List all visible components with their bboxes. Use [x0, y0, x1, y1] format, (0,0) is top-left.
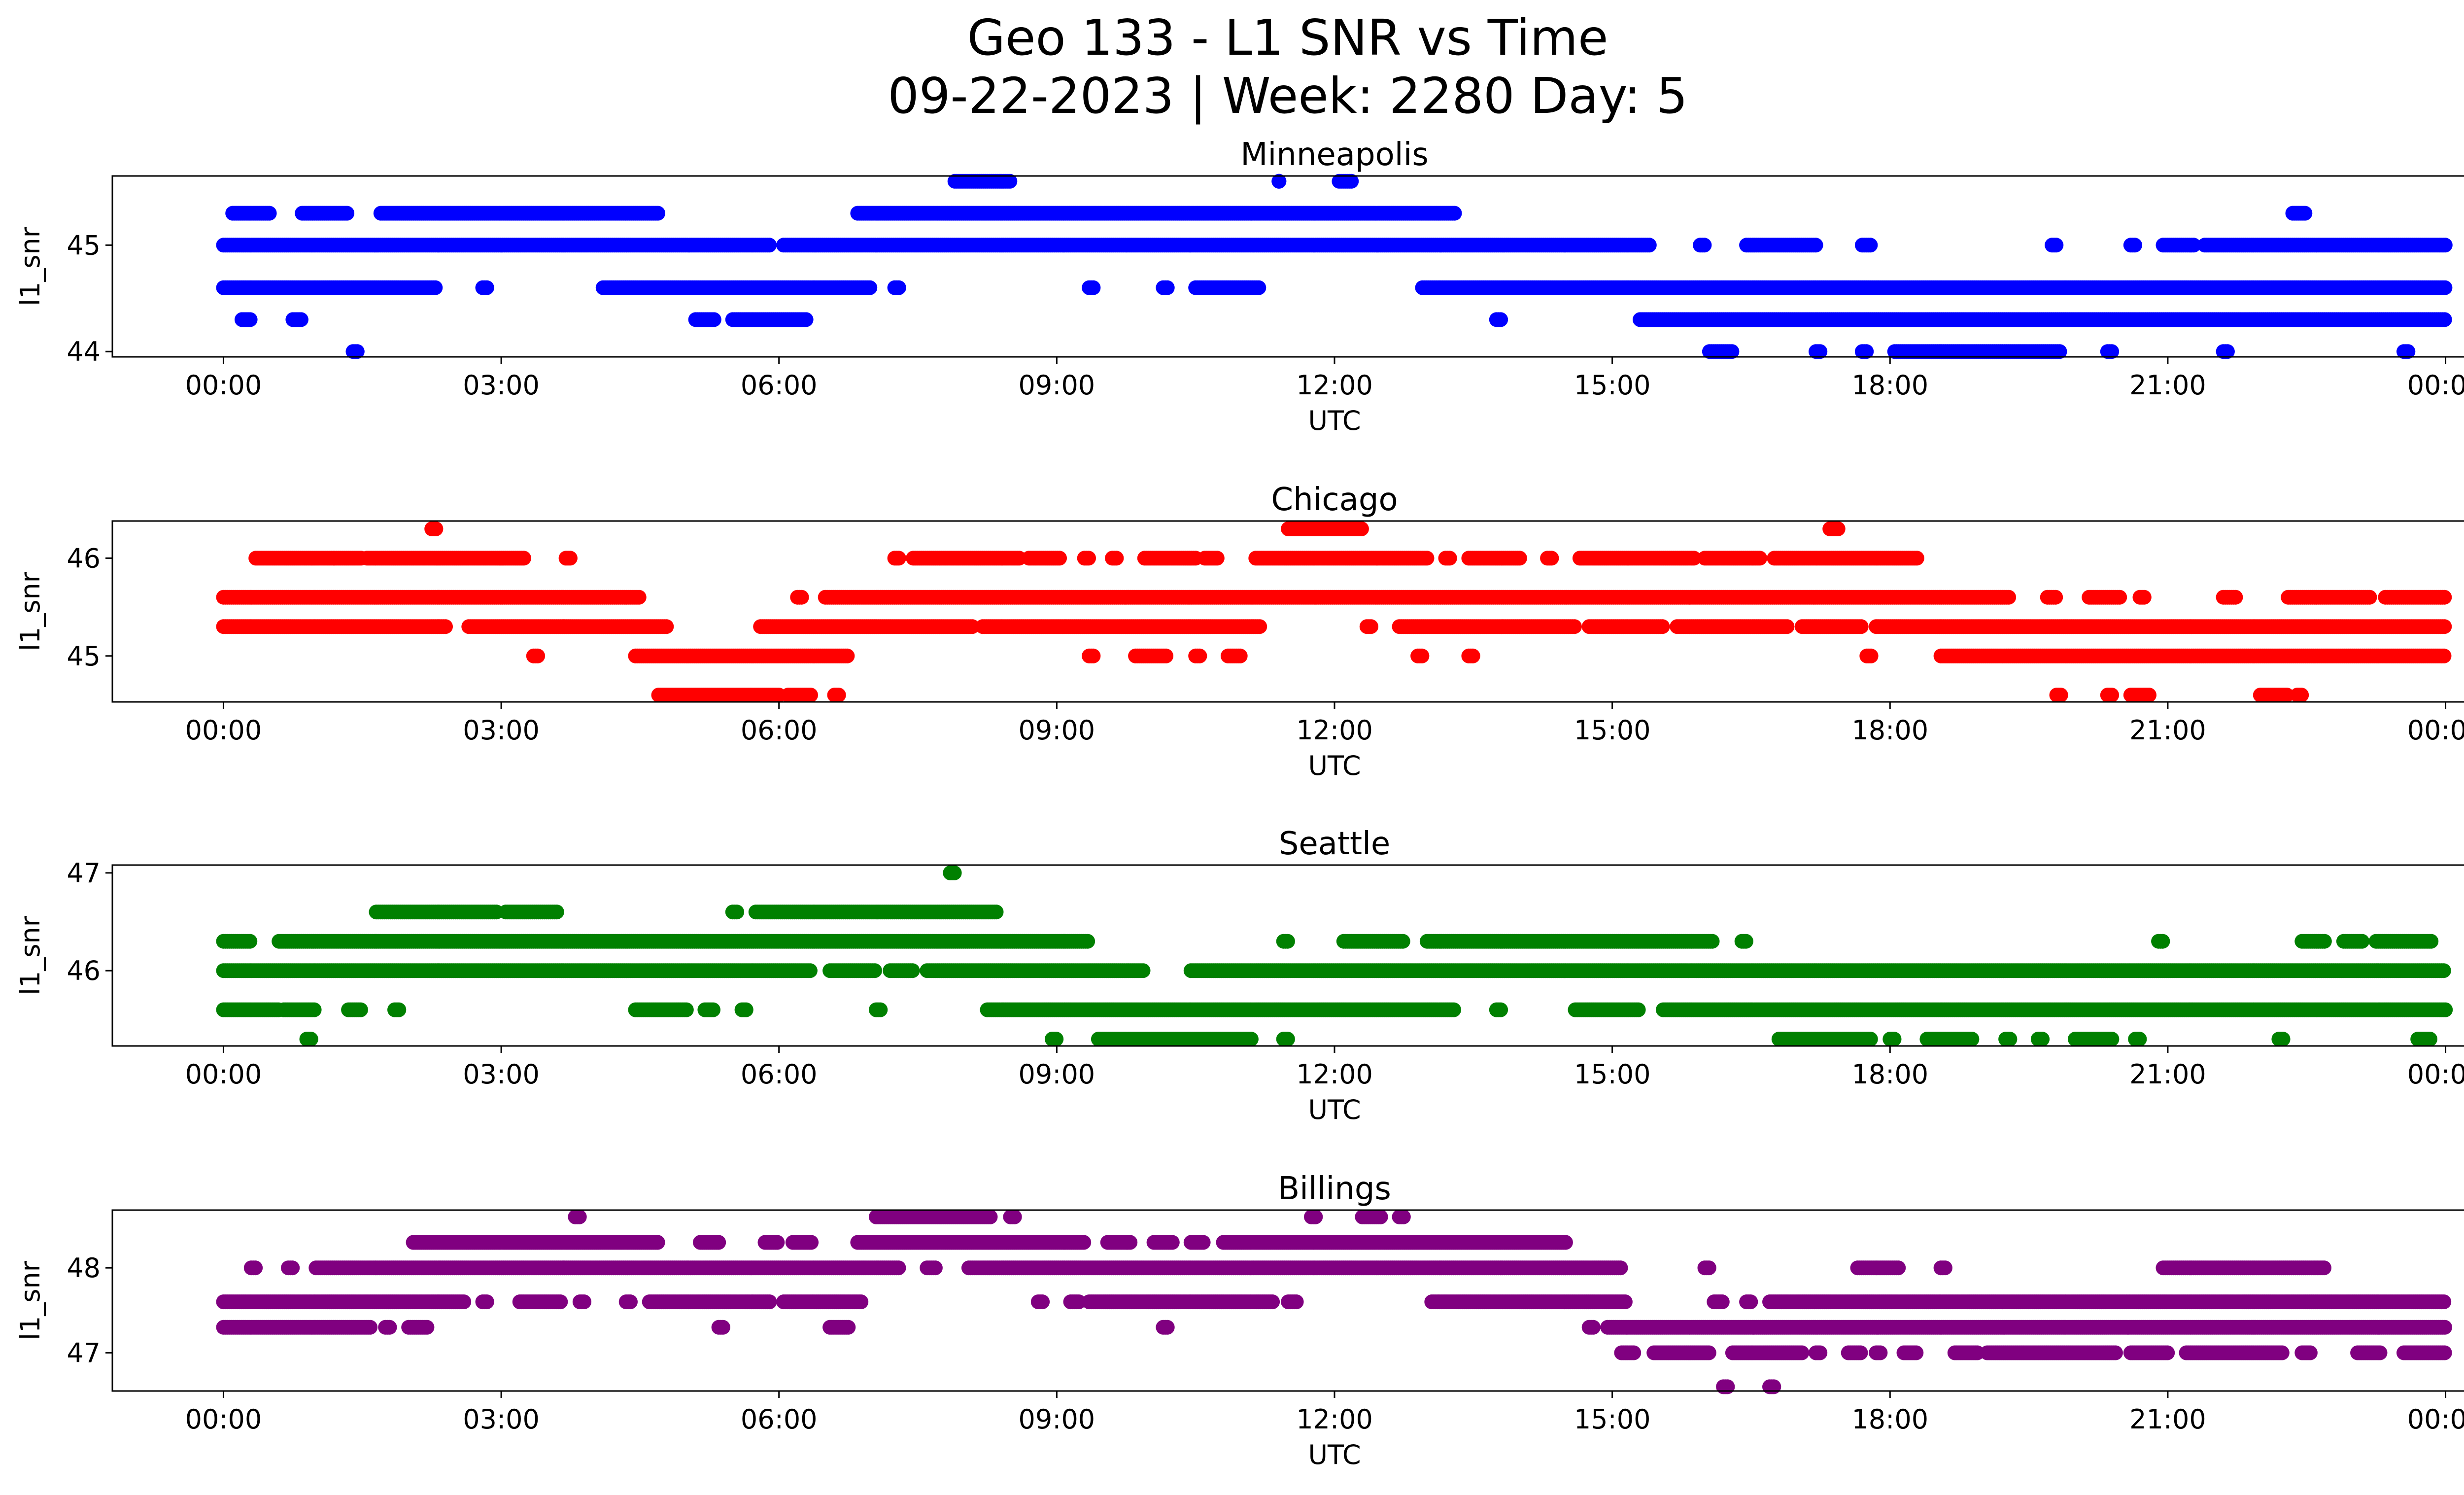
data-point	[1251, 280, 1266, 295]
data-point	[706, 312, 721, 327]
data-point	[794, 590, 809, 605]
data-point	[762, 238, 777, 253]
data-point	[2437, 590, 2452, 605]
data-point	[293, 312, 308, 327]
data-point	[2049, 238, 2064, 253]
data-point	[2001, 590, 2017, 605]
data-point	[1364, 619, 1378, 634]
data-point	[1808, 238, 1823, 253]
data-point	[659, 619, 674, 634]
data-point	[1086, 280, 1101, 295]
x-tick-label: 18:00	[1851, 370, 1928, 401]
data-point	[1780, 619, 1795, 634]
data-point	[2437, 312, 2452, 327]
data-point	[862, 280, 878, 295]
x-tick-label: 03:00	[463, 370, 540, 401]
x-tick-label: 00:00	[2407, 370, 2464, 401]
data-point	[479, 280, 494, 295]
data-point	[2127, 238, 2142, 253]
data-point	[1493, 312, 1508, 327]
data-point	[428, 521, 444, 536]
data-point	[1909, 551, 1924, 566]
x-axis-label: UTC	[1308, 405, 1361, 436]
data-point	[1830, 521, 1846, 536]
data-point	[1442, 551, 1457, 566]
x-tick-label: 21:00	[2129, 370, 2206, 401]
data-point	[1052, 551, 1067, 566]
x-tick-label: 06:00	[741, 370, 818, 401]
data-point	[2228, 590, 2243, 605]
data-point	[1544, 551, 1559, 566]
data-point	[891, 280, 906, 295]
data-point	[1697, 238, 1712, 253]
figure-title-line1: Geo 133 - L1 SNR vs Time	[967, 9, 1608, 67]
data-point	[1344, 174, 1359, 189]
data-point	[2048, 590, 2063, 605]
data-point	[1354, 521, 1369, 536]
data-point	[891, 551, 906, 566]
data-point	[562, 551, 578, 566]
panel-title: Chicago	[1271, 482, 1398, 518]
data-point	[1447, 206, 1462, 221]
data-point	[1209, 551, 1225, 566]
x-tick-label: 12:00	[1296, 370, 1373, 401]
data-point	[2112, 590, 2127, 605]
data-point	[340, 206, 355, 221]
data-point	[1853, 619, 1869, 634]
data-point	[1109, 551, 1124, 566]
data-point	[1642, 238, 1657, 253]
panel-title: Minneapolis	[1240, 137, 1428, 173]
data-point	[631, 590, 647, 605]
data-point	[428, 280, 443, 295]
x-tick-label: 09:00	[1019, 370, 1095, 401]
x-tick-label: 15:00	[1574, 370, 1651, 401]
y-axis-label: l1_snr	[15, 226, 46, 306]
data-point	[1252, 619, 1267, 634]
figure-title-line2: 09-22-2023 | Week: 2280 Day: 5	[888, 67, 1688, 125]
data-point	[1081, 551, 1096, 566]
panel-minneapolis: Minneapolis 00:00 03:00 06:00 09:00 12:00 15:0…	[15, 137, 2464, 436]
data-point	[438, 619, 453, 634]
data-point	[1160, 280, 1175, 295]
data-point	[242, 312, 258, 327]
data-point	[1419, 551, 1435, 566]
data-point	[1752, 551, 1768, 566]
x-tick-label: 00:00	[185, 370, 262, 401]
data-point	[2297, 206, 2313, 221]
data-point	[650, 206, 665, 221]
data-point	[2362, 590, 2377, 605]
plot-frame	[111, 175, 2464, 358]
data-point	[2437, 280, 2453, 295]
data-point	[1655, 619, 1670, 634]
series-points	[216, 521, 2452, 703]
data-point	[1512, 551, 1527, 566]
data-point	[262, 206, 277, 221]
data-point	[1567, 619, 1582, 634]
data-point	[798, 312, 814, 327]
data-point	[1002, 174, 1018, 189]
data-point	[1271, 174, 1287, 189]
data-point	[516, 551, 531, 566]
data-point	[2136, 590, 2152, 605]
data-point	[2437, 238, 2453, 253]
figure-title: Geo 133 - L1 SNR vs Time 09-22-2023 | We…	[0, 9, 2464, 125]
series-points	[216, 174, 2453, 359]
y-tick-label: 44	[67, 336, 101, 367]
data-point	[1863, 238, 1878, 253]
y-tick-label: 45	[67, 230, 101, 261]
